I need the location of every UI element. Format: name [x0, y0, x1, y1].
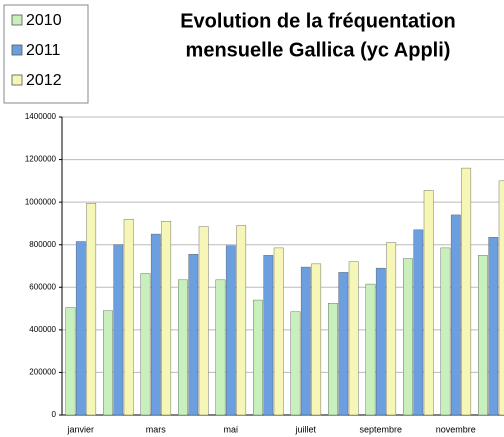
bar [123, 218, 134, 416]
bar [311, 263, 322, 416]
bar [86, 203, 97, 416]
bar [103, 310, 113, 416]
bar [263, 255, 274, 416]
x-tick-label: septembre [359, 424, 402, 434]
bar [498, 180, 504, 416]
bar [65, 307, 76, 416]
bar [488, 237, 499, 416]
bar [403, 258, 413, 416]
bar [150, 233, 161, 416]
legend-label: 2011 [26, 42, 61, 59]
y-tick-label: 800000 [29, 240, 56, 249]
bar [75, 241, 86, 416]
bar [290, 311, 301, 416]
y-tick-label: 1400000 [25, 112, 57, 121]
bar [225, 245, 236, 416]
legend-label: 2010 [26, 12, 62, 29]
bar [478, 255, 488, 416]
chart-title: Evolution de la fréquentation [180, 10, 456, 32]
legend-swatch [11, 44, 23, 56]
bar [328, 303, 338, 416]
bar [198, 226, 209, 416]
y-tick-label: 0 [52, 410, 57, 419]
y-tick-label: 600000 [29, 282, 56, 291]
chart-title: mensuelle Gallica (yc Appli) [186, 39, 451, 61]
bar [188, 254, 199, 416]
bar [253, 299, 263, 416]
legend-label: 2012 [26, 72, 62, 89]
bar [215, 279, 226, 416]
bar [113, 244, 124, 416]
bar [300, 266, 311, 416]
y-tick-label: 1000000 [25, 197, 57, 206]
bar [348, 261, 359, 416]
x-tick-label: mars [146, 424, 166, 434]
y-tick-label: 1200000 [25, 155, 57, 164]
bar [178, 279, 188, 416]
bar [386, 242, 397, 416]
bar [140, 273, 151, 416]
x-tick-label: novembre [436, 424, 476, 434]
x-tick-label: mai [223, 424, 238, 434]
bar [440, 247, 451, 416]
bar [450, 214, 461, 416]
x-tick-label: janvier [66, 424, 94, 434]
y-tick-label: 400000 [29, 325, 56, 334]
bar [273, 247, 284, 416]
bar [461, 167, 472, 416]
x-tick-label: juillet [294, 424, 316, 434]
bar [375, 267, 386, 416]
y-tick-label: 200000 [29, 368, 56, 377]
bar [161, 221, 172, 416]
bar [423, 190, 434, 416]
bar [365, 283, 376, 416]
bar [413, 229, 424, 416]
bar [236, 225, 247, 416]
bar [338, 272, 349, 416]
legend-swatch [11, 74, 23, 86]
legend-swatch [11, 14, 23, 26]
